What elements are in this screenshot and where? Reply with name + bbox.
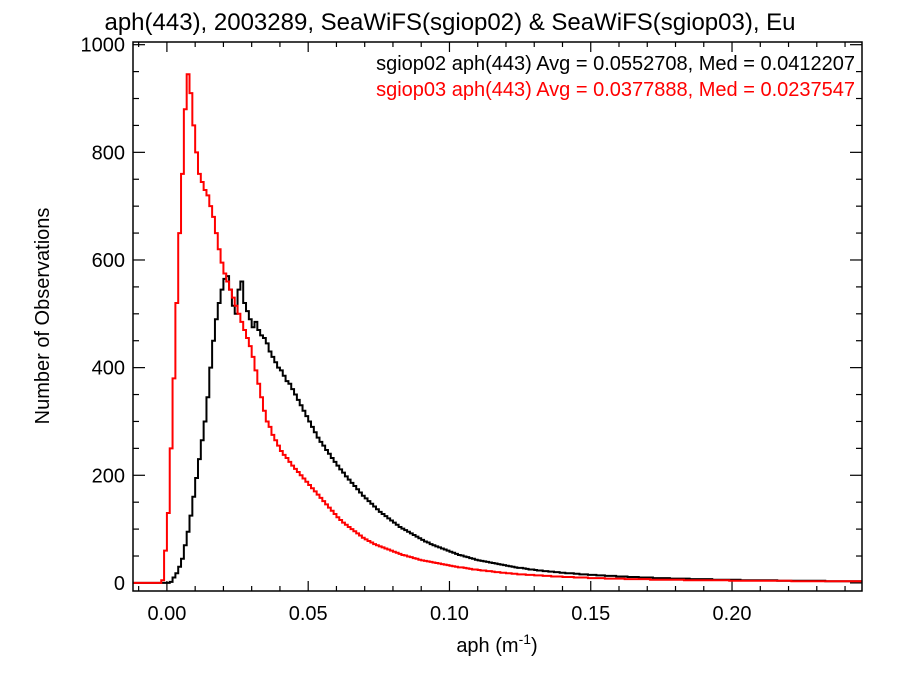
histogram-series-sgiop02 <box>133 275 862 584</box>
x-axis-label-exponent: -1 <box>519 631 532 647</box>
plot-frame <box>132 41 863 592</box>
y-tick-label: 400 <box>92 358 125 380</box>
legend-entry-sgiop03: sgiop03 aph(443) Avg = 0.0377888, Med = … <box>376 79 855 101</box>
y-axis-label: Number of Observations <box>32 208 54 425</box>
x-axis-label: aph (m-1) <box>456 631 537 657</box>
chart-title: aph(443), 2003289, SeaWiFS(sgiop02) & Se… <box>104 9 795 36</box>
x-tick-labels: 0.00 0.05 0.10 0.15 0.20 <box>147 603 751 625</box>
histogram-series-sgiop03 <box>133 73 862 584</box>
y-tick-label: 200 <box>92 465 125 487</box>
y-tick-label: 600 <box>92 250 125 272</box>
x-tick-label: 0.00 <box>147 603 186 625</box>
x-axis-label-main: aph (m <box>456 635 518 657</box>
y-tick-labels: 0 200 400 600 800 1000 <box>81 35 126 595</box>
x-axis-label-close: ) <box>531 635 538 657</box>
x-tick-label: 0.05 <box>289 603 328 625</box>
axis-ticks <box>133 42 862 591</box>
y-tick-label: 800 <box>92 142 125 164</box>
x-tick-label: 0.15 <box>571 603 610 625</box>
x-tick-label: 0.10 <box>430 603 469 625</box>
y-tick-label: 1000 <box>81 35 126 57</box>
series-layer <box>133 73 862 584</box>
x-tick-label: 0.20 <box>713 603 752 625</box>
y-tick-label: 0 <box>114 573 125 595</box>
legend-entry-sgiop02: sgiop02 aph(443) Avg = 0.0552708, Med = … <box>376 53 855 75</box>
